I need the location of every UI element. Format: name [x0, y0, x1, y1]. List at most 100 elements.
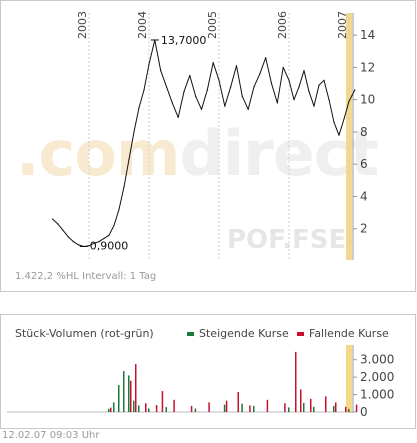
price-point — [212, 61, 214, 64]
volume-bar-falling — [190, 405, 193, 412]
price-point — [343, 118, 345, 120]
price-point — [98, 241, 100, 243]
volume-bar-chart: 0 1.000 2.000 3.000 — [7, 345, 394, 419]
volume-bar-falling — [110, 407, 112, 412]
volume-bar-falling — [300, 389, 302, 412]
volume-bar-rising — [348, 408, 350, 412]
x-tick-label: 2005 — [206, 11, 219, 39]
volume-y-tick-label: 2.000 — [360, 370, 394, 384]
volume-chart-title: Stück-Volumen (rot-grün) — [15, 327, 154, 340]
y-tick-label: 14 — [360, 28, 375, 42]
legend-falling: Fallende Kurse — [297, 327, 389, 340]
price-point — [282, 66, 284, 68]
price-point — [103, 237, 105, 240]
price-point — [62, 229, 64, 231]
price-point — [78, 244, 80, 246]
price-series-line — [52, 39, 356, 247]
y-tick-label: 10 — [360, 93, 375, 107]
price-point — [333, 121, 335, 123]
volume-bar-rising — [303, 402, 305, 412]
volume-bar-falling — [355, 404, 358, 412]
price-point — [113, 224, 115, 227]
volume-bar-falling — [161, 391, 164, 412]
price-point — [67, 236, 69, 238]
volume-bar-falling — [325, 396, 327, 412]
symbol-watermark: POF.FSE — [227, 225, 347, 255]
price-point — [224, 105, 226, 107]
price-point — [235, 65, 238, 67]
volume-bar-rising — [108, 408, 110, 412]
volume-bar-rising — [165, 407, 167, 412]
price-point — [200, 108, 203, 110]
volume-bar-rising — [333, 405, 335, 412]
volume-bar-falling — [345, 406, 347, 412]
x-tick-label: 2004 — [136, 11, 149, 39]
legend-falling-swatch — [297, 332, 304, 336]
price-point — [57, 223, 59, 225]
volume-bar-falling — [130, 380, 132, 412]
price-point — [247, 108, 249, 110]
today-marker — [346, 13, 352, 260]
volume-bar-falling — [295, 351, 297, 412]
legend-falling-label: Fallende Kurse — [309, 327, 389, 340]
price-point — [298, 86, 300, 88]
timestamp-footer: 12.02.07 09:03 Uhr — [2, 430, 100, 441]
price-point — [270, 82, 273, 85]
legend-rising: Steigende Kurse — [187, 327, 289, 340]
price-point — [313, 105, 315, 107]
volume-bar-rising — [118, 384, 120, 412]
price-point — [138, 107, 140, 109]
price-point — [230, 86, 232, 88]
legend-rising-label: Steigende Kurse — [199, 327, 289, 340]
price-point — [323, 79, 325, 81]
price-point — [276, 102, 278, 104]
volume-bar-falling — [135, 364, 137, 412]
volume-bar-falling — [208, 402, 210, 412]
price-point — [108, 234, 110, 236]
volume-bar-rising — [194, 408, 197, 412]
price-point — [253, 86, 255, 88]
price-info-text: 1.422,2 %HL Intervall: 1 Tag — [15, 271, 157, 282]
today-marker-volume — [346, 345, 352, 413]
volume-bar-rising — [313, 406, 315, 412]
price-point — [148, 63, 150, 65]
volume-chart-panel: Stück-Volumen (rot-grün) Steigende Kurse… — [0, 314, 416, 429]
volume-bar-falling — [249, 405, 251, 412]
x-tick-label: 2007 — [336, 11, 349, 39]
volume-bar-rising — [241, 403, 243, 412]
price-point — [218, 79, 220, 81]
y-tick-label: 8 — [360, 125, 368, 139]
annotation-label: 0,9000 — [90, 239, 129, 252]
price-point — [265, 57, 267, 59]
volume-bar-rising — [133, 400, 135, 412]
price-point — [118, 208, 120, 210]
price-point — [160, 70, 162, 72]
price-point — [171, 102, 173, 104]
price-point — [133, 131, 135, 133]
price-point — [195, 95, 197, 98]
price-point — [88, 245, 90, 247]
price-point — [206, 89, 208, 91]
price-chart-panel: .comdirect POF.FSE 2003 2004 2005 2006 2007 2… — [0, 0, 416, 292]
y-tick-label: 6 — [360, 157, 368, 171]
volume-bar-rising — [138, 405, 140, 412]
x-tick-label: 2006 — [276, 11, 289, 39]
volume-bar-rising — [123, 371, 125, 412]
price-point — [93, 242, 95, 244]
volume-bar-rising — [288, 407, 290, 412]
volume-y-tick-label: 1.000 — [360, 388, 394, 402]
price-point — [72, 241, 74, 243]
legend-rising-swatch — [187, 332, 194, 336]
price-point — [241, 95, 243, 98]
price-point — [338, 134, 340, 136]
volume-bar-rising — [113, 402, 115, 412]
price-point — [288, 79, 290, 81]
volume-bar-falling — [266, 399, 269, 412]
volume-bar-falling — [173, 399, 175, 412]
volume-bar-rising — [223, 404, 226, 412]
volume-bar-falling — [237, 391, 239, 412]
y-tick-label: 12 — [360, 60, 375, 74]
price-point — [189, 74, 191, 77]
volume-bar-rising — [253, 405, 255, 412]
annotation-label: 13,7000 — [161, 34, 207, 47]
